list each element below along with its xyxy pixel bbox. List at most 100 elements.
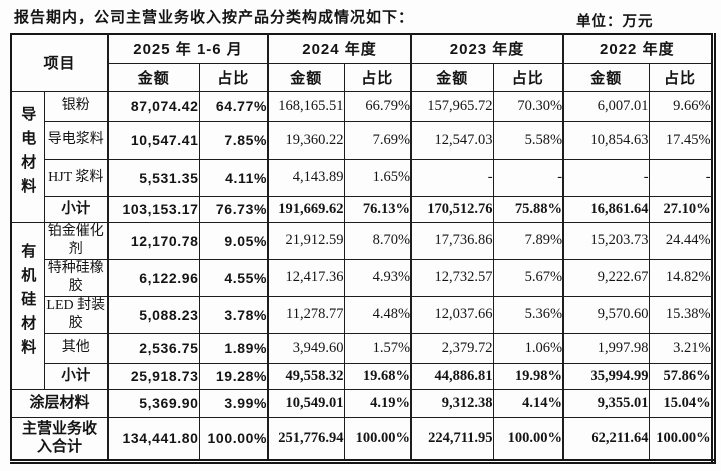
amount-cell: 17,736.86 bbox=[410, 221, 494, 260]
item-name-cell: 其他 bbox=[43, 332, 109, 364]
category-name-cell: 涂层材料 bbox=[10, 388, 109, 418]
table-row: 导电材料 银粉 87,074.42 64.77% 168,165.51 66.7… bbox=[10, 90, 714, 223]
amount-cell: 9,355.01 bbox=[562, 388, 650, 418]
group-cell-conductive: 导电材料 bbox=[10, 90, 45, 223]
ratio-cell: 57.86% bbox=[648, 362, 714, 390]
amount-cell: 62,211.64 bbox=[562, 416, 650, 462]
ratio-cell: - bbox=[648, 158, 714, 197]
ratio-cell: 15.04% bbox=[648, 388, 714, 418]
amount-cell: 170,512.76 bbox=[410, 195, 494, 223]
item-name-cell: 银粉 bbox=[43, 90, 109, 122]
amount-cell: - bbox=[410, 158, 494, 197]
ratio-cell: 1.57% bbox=[343, 332, 412, 364]
ratio-cell: 100.00% bbox=[343, 416, 412, 462]
amount-cell: 21,912.59 bbox=[267, 221, 345, 260]
table-row: 特种硅橡胶 6,122.96 4.55% 12,417.36 4.93% 12,… bbox=[11, 258, 714, 297]
ratio-cell: 9.66% bbox=[648, 90, 714, 122]
amount-cell: 44,886.81 bbox=[410, 362, 494, 390]
amount-cell: 9,312.38 bbox=[410, 388, 494, 418]
group-cell-silicone: 有机硅材料 bbox=[10, 221, 45, 390]
ratio-cell: - bbox=[492, 158, 564, 197]
amount-cell: 103,153.17 bbox=[107, 195, 200, 223]
amount-cell: 157,965.72 bbox=[410, 90, 494, 122]
amount-cell: 12,732.57 bbox=[410, 258, 494, 297]
table-row: 小计 25,918.73 19.28% 49,558.32 19.68% 44,… bbox=[11, 362, 714, 390]
amount-cell: 9,570.60 bbox=[562, 295, 650, 334]
ratio-cell: 5.58% bbox=[492, 120, 564, 160]
subtotal-name-cell: 小计 bbox=[43, 362, 109, 390]
table-row: 项目 2025 年 1-6 月 2024 年度 2023 年度 2022 年度 bbox=[10, 33, 714, 92]
header-amount-2023: 金额 bbox=[410, 62, 494, 92]
ratio-cell: 100.00% bbox=[648, 416, 714, 462]
amount-cell: 11,278.77 bbox=[267, 295, 345, 334]
amount-cell: 191,669.62 bbox=[267, 195, 345, 223]
revenue-by-product-table: 项目 2025 年 1-6 月 2024 年度 2023 年度 2022 年度 … bbox=[10, 33, 716, 464]
ratio-cell: 5.67% bbox=[492, 258, 564, 297]
ratio-cell: 70.30% bbox=[492, 90, 564, 122]
ratio-cell: 9.05% bbox=[198, 221, 269, 260]
ratio-cell: 3.21% bbox=[648, 332, 714, 364]
item-name-cell: 铂金催化剂 bbox=[43, 221, 109, 260]
group-label: 导电材料 bbox=[19, 106, 37, 202]
amount-cell: 10,854.63 bbox=[562, 120, 650, 160]
header-ratio-2022: 占比 bbox=[648, 62, 714, 92]
amount-cell: 15,203.73 bbox=[562, 221, 650, 260]
amount-cell: 224,711.95 bbox=[410, 416, 494, 462]
table-row: 小计 103,153.17 76.73% 191,669.62 76.13% 1… bbox=[11, 195, 714, 223]
ratio-cell: 4.11% bbox=[198, 158, 269, 197]
header-period-2024: 2024 年度 bbox=[267, 33, 412, 64]
table-row: HJT 浆料 5,531.35 4.11% 4,143.89 1.65% - -… bbox=[11, 158, 714, 197]
amount-cell: 2,536.75 bbox=[107, 332, 200, 364]
ratio-cell: 5.36% bbox=[492, 295, 564, 334]
header-amount-2022: 金额 bbox=[562, 62, 650, 92]
ratio-cell: 14.82% bbox=[648, 258, 714, 297]
amount-cell: 10,547.41 bbox=[107, 120, 200, 160]
amount-cell: 35,994.99 bbox=[562, 362, 650, 390]
ratio-cell: 15.38% bbox=[648, 295, 714, 334]
amount-cell: 87,074.42 bbox=[107, 90, 200, 122]
amount-cell: 251,776.94 bbox=[267, 416, 345, 462]
amount-cell: - bbox=[562, 158, 650, 197]
header-amount-2025: 金额 bbox=[107, 62, 200, 92]
ratio-cell: 7.69% bbox=[343, 120, 412, 160]
item-name-cell: 导电浆料 bbox=[43, 120, 109, 160]
subtotal-name-cell: 小计 bbox=[43, 195, 109, 223]
ratio-cell: 100.00% bbox=[198, 416, 269, 462]
amount-cell: 12,170.78 bbox=[107, 221, 200, 260]
header-ratio-2025: 占比 bbox=[198, 62, 269, 92]
ratio-cell: 19.28% bbox=[198, 362, 269, 390]
ratio-cell: 1.89% bbox=[198, 332, 269, 364]
ratio-cell: 19.68% bbox=[343, 362, 412, 390]
ratio-cell: 100.00% bbox=[492, 416, 564, 462]
amount-cell: 168,165.51 bbox=[267, 90, 345, 122]
ratio-cell: 4.93% bbox=[343, 258, 412, 297]
ratio-cell: 4.14% bbox=[492, 388, 564, 418]
ratio-cell: 7.89% bbox=[492, 221, 564, 260]
header-amount-2024: 金额 bbox=[267, 62, 345, 92]
ratio-cell: 3.78% bbox=[198, 295, 269, 334]
amount-cell: 10,549.01 bbox=[267, 388, 345, 418]
unit-label: 单位：万元 bbox=[576, 14, 654, 30]
header-period-2023: 2023 年度 bbox=[410, 33, 564, 64]
ratio-cell: 4.48% bbox=[343, 295, 412, 334]
amount-cell: 134,441.80 bbox=[107, 416, 200, 462]
ratio-cell: 17.45% bbox=[648, 120, 714, 160]
amount-cell: 16,861.64 bbox=[562, 195, 650, 223]
ratio-cell: 1.65% bbox=[343, 158, 412, 197]
amount-cell: 3,949.60 bbox=[267, 332, 345, 364]
amount-cell: 12,417.36 bbox=[267, 258, 345, 297]
ratio-cell: 7.85% bbox=[198, 120, 269, 160]
intro-text: 报告期内，公司主营业务收入按产品分类构成情况如下： bbox=[14, 9, 415, 26]
table-row: 金额 占比 金额 占比 金额 占比 金额 占比 bbox=[11, 62, 714, 92]
ratio-cell: 64.77% bbox=[198, 90, 269, 122]
amount-cell: 25,918.73 bbox=[107, 362, 200, 390]
ratio-cell: 4.55% bbox=[198, 258, 269, 297]
amount-cell: 6,122.96 bbox=[107, 258, 200, 297]
header-ratio-2023: 占比 bbox=[492, 62, 564, 92]
table-row: 有机硅材料 铂金催化剂 12,170.78 9.05% 21,912.59 8.… bbox=[10, 221, 714, 390]
amount-cell: 1,997.98 bbox=[562, 332, 650, 364]
table-row: LED 封装胶 5,088.23 3.78% 11,278.77 4.48% 1… bbox=[11, 295, 714, 334]
total-name-cell: 主营业务收入合计 bbox=[10, 416, 109, 462]
amount-cell: 49,558.32 bbox=[267, 362, 345, 390]
